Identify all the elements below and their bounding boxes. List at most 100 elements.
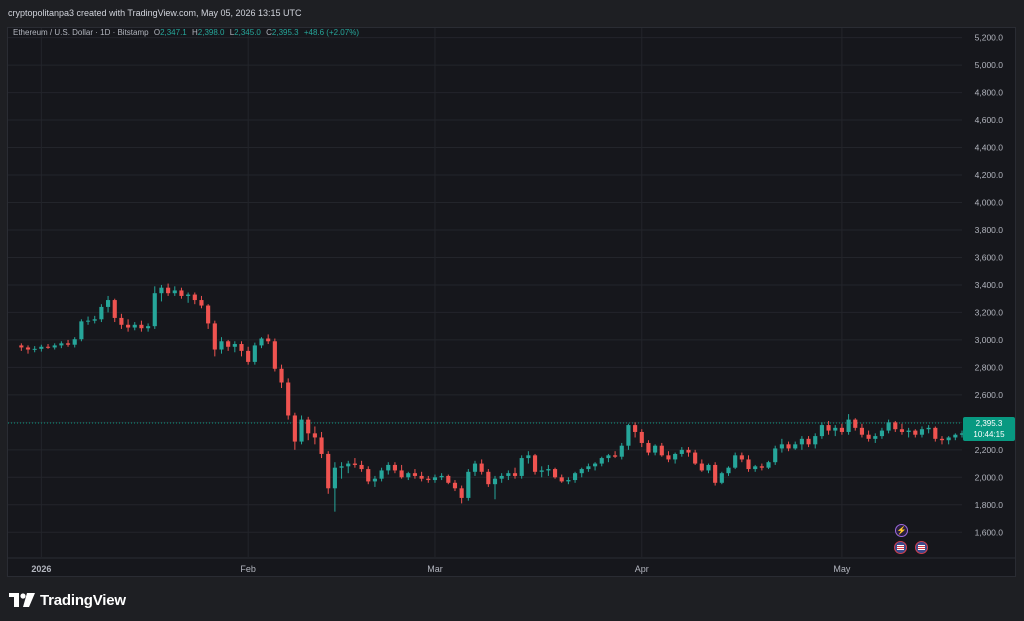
candle-body	[946, 437, 951, 441]
candle-body	[506, 473, 511, 476]
candle-body	[372, 478, 377, 482]
candle-body	[172, 290, 177, 294]
tradingview-logo-icon	[9, 593, 35, 607]
time-axis[interactable]: 2026 Feb Mar Apr May	[31, 564, 851, 574]
candle-body	[206, 305, 211, 324]
candle-body	[426, 478, 431, 481]
close-value: 2,395.3	[271, 28, 299, 37]
candle-body	[579, 469, 584, 474]
candle-body	[459, 488, 464, 498]
low-value: 2,345.0	[234, 28, 261, 37]
candle-body	[593, 463, 598, 467]
tradingview-brand: TradingView	[40, 591, 126, 609]
candle-body	[406, 473, 411, 478]
candle-body	[733, 455, 738, 468]
candle-body	[472, 463, 478, 472]
change-value: +48.6 (+2.07%)	[303, 28, 359, 37]
candle-body	[92, 319, 97, 321]
candle-body	[112, 300, 117, 318]
close-label: C	[266, 28, 272, 37]
candle-body	[499, 475, 504, 479]
candle-body	[166, 287, 171, 294]
candle-body	[159, 287, 164, 294]
tradingview-logo[interactable]: TradingView	[9, 591, 126, 609]
us-flag-icon[interactable]	[915, 541, 928, 554]
candle-body	[446, 475, 451, 483]
candle-body	[906, 430, 911, 432]
candle-body	[346, 463, 351, 467]
candle-body	[25, 347, 31, 350]
candle-body	[706, 464, 711, 471]
candle-body	[366, 469, 371, 482]
candle-body	[52, 345, 57, 348]
y-tick-label: 5,000.0	[975, 60, 1004, 70]
candle-body	[399, 470, 404, 478]
candle-body	[653, 445, 658, 453]
candle-body	[753, 466, 758, 470]
y-tick-label: 4,000.0	[975, 198, 1004, 208]
candle-body	[152, 293, 157, 327]
candle-body	[566, 480, 571, 482]
candle-body	[699, 463, 704, 471]
high-value: 2,398.0	[197, 28, 225, 37]
chart-pane[interactable]	[7, 27, 1016, 577]
candle-body	[99, 306, 104, 320]
candle-body	[799, 438, 804, 445]
candle-body	[726, 467, 731, 474]
candle-body	[546, 469, 551, 471]
candle-body	[933, 427, 938, 439]
candle-body	[813, 436, 818, 445]
candle-body	[833, 427, 838, 431]
candle-body	[452, 482, 458, 489]
candle-body	[639, 431, 644, 443]
candle-body	[633, 425, 638, 432]
candle-body	[379, 470, 384, 479]
candle-body	[919, 429, 925, 435]
y-tick-label: 3,600.0	[975, 252, 1004, 262]
candle-body	[586, 466, 591, 470]
candle-body	[519, 458, 524, 476]
candle-body	[286, 382, 291, 416]
candle-body	[826, 425, 831, 431]
candle-body	[79, 321, 84, 340]
candle-body	[39, 346, 44, 349]
us-flag-icon[interactable]	[894, 541, 907, 554]
candle-body	[512, 473, 518, 476]
open-value: 2,347.1	[160, 28, 187, 37]
candle-body	[126, 324, 131, 328]
symbol-name[interactable]: Ethereum / U.S. Dollar · 1D · Bitstamp	[13, 28, 149, 37]
candle-body	[606, 455, 611, 459]
candles	[19, 283, 978, 512]
candle-body	[339, 466, 344, 468]
y-tick-label: 1,800.0	[975, 500, 1004, 510]
candle-body	[793, 444, 798, 449]
y-tick-label: 4,200.0	[975, 170, 1004, 180]
candle-body	[359, 464, 364, 470]
y-tick-label: 3,400.0	[975, 280, 1004, 290]
candle-body	[139, 324, 144, 329]
candle-body	[132, 324, 137, 328]
candle-body	[846, 419, 851, 432]
candle-body	[539, 470, 544, 472]
candle-body	[819, 425, 824, 437]
candle-body	[873, 436, 878, 439]
candle-body	[45, 346, 51, 348]
candle-body	[686, 449, 691, 453]
symbol-legend[interactable]: Ethereum / U.S. Dollar · 1D · Bitstamp O…	[13, 28, 359, 37]
candle-body	[246, 350, 251, 362]
candle-body	[412, 473, 418, 476]
lightning-icon[interactable]: ⚡	[895, 524, 908, 537]
candle-body	[766, 462, 771, 468]
candle-body	[773, 448, 778, 463]
candle-body	[806, 438, 811, 445]
x-tick-label: May	[833, 564, 851, 574]
candle-body	[526, 455, 531, 459]
y-tick-label: 3,800.0	[975, 225, 1004, 235]
x-tick-label: Feb	[240, 564, 256, 574]
price-axis[interactable]: 1,600.01,800.02,000.02,200.02,400.02,600…	[975, 33, 1004, 538]
candle-body	[853, 419, 858, 428]
chart-header: cryptopolitanpa3 created with TradingVie…	[0, 0, 1024, 26]
candle-body	[679, 449, 684, 454]
candle-body	[659, 445, 664, 456]
